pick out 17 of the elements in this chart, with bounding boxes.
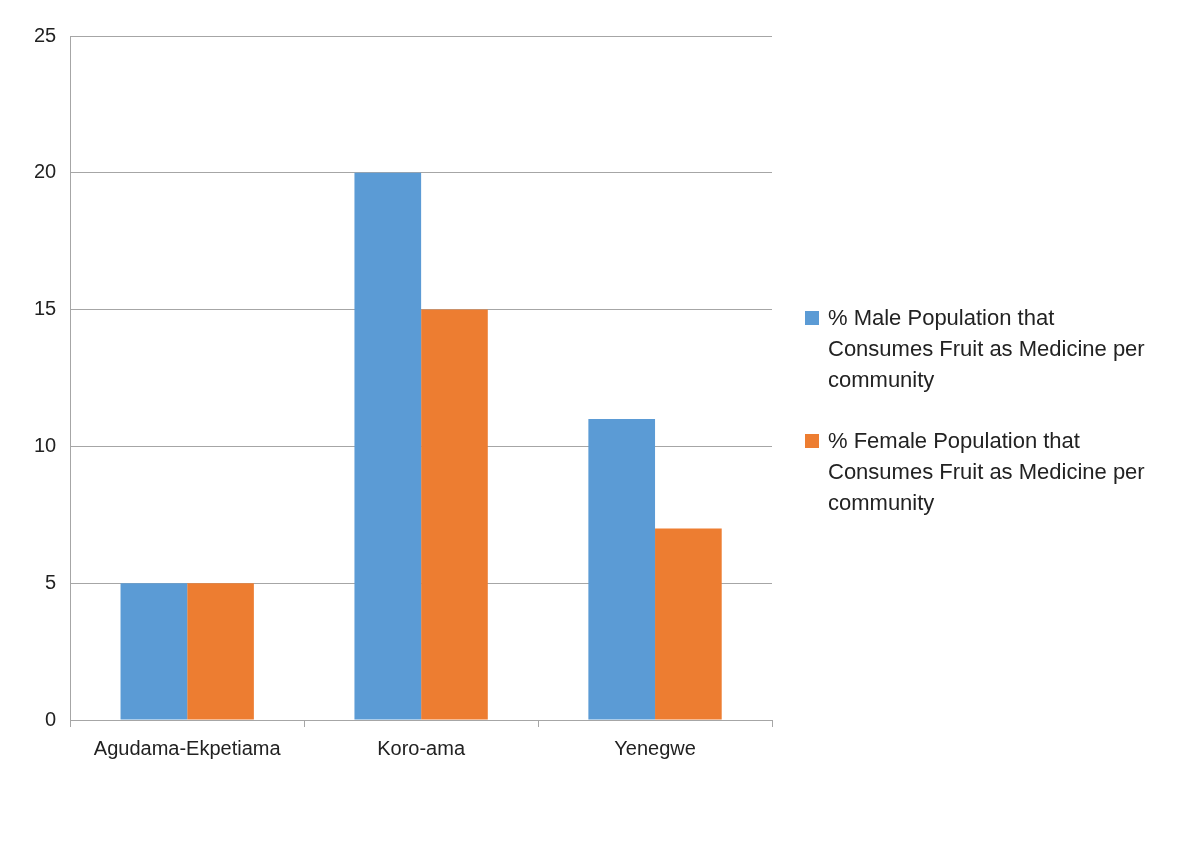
x-tick-label: Yenegwe	[614, 736, 696, 759]
y-tick-label: 0	[45, 707, 57, 730]
legend-label: % Male Population that Consumes Fruit as Medicine per community	[828, 304, 1145, 394]
bar	[187, 583, 254, 720]
bar	[588, 419, 656, 720]
y-tick-label: 20	[34, 160, 57, 183]
x-tick-label: Agudama-Ekpetiama	[93, 736, 282, 759]
bar	[120, 583, 188, 720]
y-tick-label: 10	[34, 433, 57, 456]
y-tick-label: 25	[34, 23, 57, 46]
legend-label: % Female Population that Consumes Fruit as Medicine per community	[828, 427, 1145, 517]
bar	[655, 528, 722, 720]
y-tick-label: 15	[34, 297, 57, 320]
y-tick-label: 5	[45, 570, 57, 593]
x-tick-label: Koro-ama	[377, 736, 466, 759]
bar	[421, 309, 488, 720]
bar	[354, 172, 422, 720]
